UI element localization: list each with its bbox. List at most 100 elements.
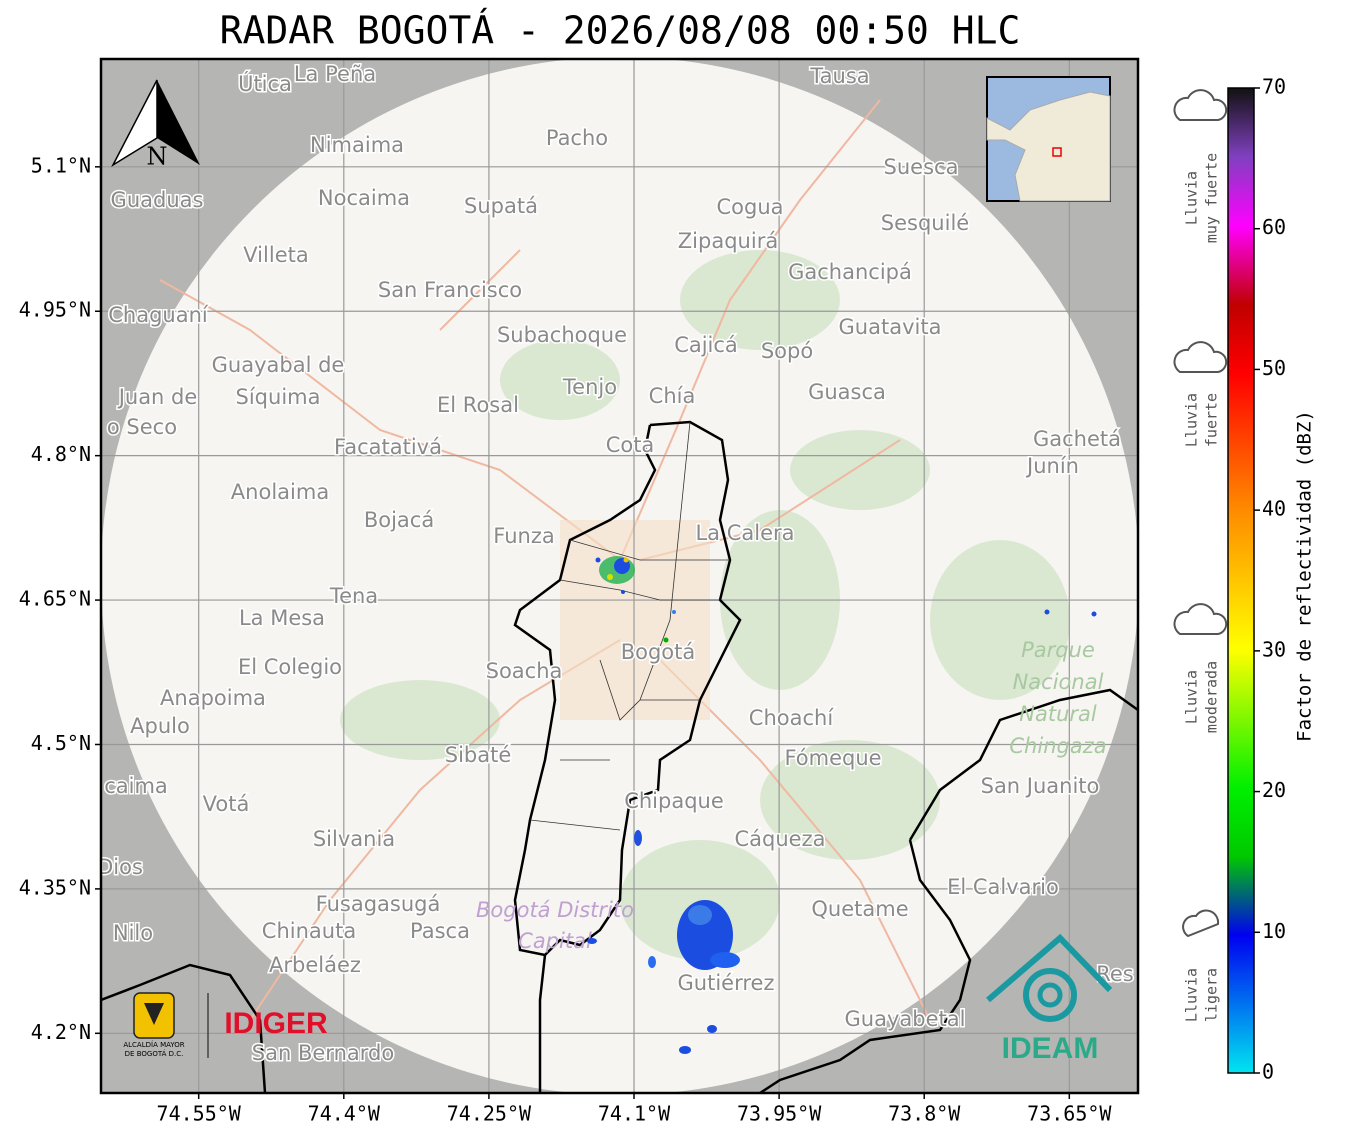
place-label: Fusagasugá <box>316 892 441 916</box>
place-label: Bojacá <box>364 508 434 532</box>
place-label: Nimaima <box>310 133 404 157</box>
place-label: Facatativá <box>334 435 442 459</box>
park-label: Natural <box>1019 702 1097 726</box>
place-label: Tena <box>329 584 378 608</box>
axes: 74.55°W 74.4°W 74.25°W 74.1°W 73.95°W 73.8°W 7… <box>19 153 1113 1125</box>
place-label: Suesca <box>884 155 959 179</box>
colorbar-tick-label: 60 <box>1262 215 1286 239</box>
place-label: Gutiérrez <box>678 971 775 995</box>
park-label: Parque <box>1021 638 1095 662</box>
rain-category-label: Lluvia <box>1183 968 1201 1022</box>
place-label: San Bernardo <box>252 1041 394 1065</box>
place-label: La Mesa <box>239 606 325 630</box>
park-label: Nacional <box>1013 670 1104 694</box>
place-label: Gachetá <box>1033 427 1121 451</box>
place-label: Apulo <box>130 714 190 738</box>
place-label: Sopó <box>761 339 813 363</box>
idiger-logo: IDIGER <box>224 1007 328 1040</box>
rain-category-label: Lluvia <box>1183 171 1201 225</box>
north-label: N <box>147 143 168 171</box>
place-label: La Calera <box>695 521 794 545</box>
ideam-logo: IDEAM <box>1002 1032 1099 1065</box>
y-tick-label: 4.65°N <box>19 587 91 611</box>
colorbar-tick-label: 10 <box>1262 919 1286 943</box>
place-label: Pasca <box>410 919 470 943</box>
place-label: El Rosal <box>437 393 519 417</box>
place-label: La Peña <box>294 62 376 86</box>
place-label: Quetame <box>811 897 908 921</box>
place-label: Chaguaní <box>108 303 209 327</box>
place-label: Nilo <box>113 921 153 945</box>
rain-category-label: muy fuerte <box>1203 153 1221 243</box>
y-tick-label: 4.8°N <box>31 442 91 466</box>
place-label: Cota <box>606 433 655 457</box>
place-label: San Juanito <box>981 774 1100 798</box>
colorbar-axis: 0 10 20 30 40 50 60 70 Factor de reflectividad (… <box>1254 75 1316 1084</box>
place-label: Choachí <box>749 706 835 730</box>
boundaries <box>101 420 1138 1093</box>
place-label: Cajicá <box>674 333 738 357</box>
district-label: Bogotá Distrito <box>476 898 634 922</box>
map: Útica La Peña Tausa Pacho Nimaima Guaduas Noca… <box>101 59 1138 1093</box>
place-label: Nocaima <box>318 186 410 210</box>
rain-category-label: Lluvia <box>1183 670 1201 724</box>
colorbar <box>1227 87 1255 1074</box>
place-label: Anolaima <box>231 480 329 504</box>
alcaldia-logo-text: DE BOGOTÁ D.C. <box>125 1049 184 1058</box>
x-tick-label: 74.55°W <box>157 1102 242 1126</box>
place-label: El Calvario <box>947 875 1059 899</box>
place-label: Soacha <box>486 659 563 683</box>
x-tick-label: 73.65°W <box>1027 1102 1112 1126</box>
alcaldia-logo-text: ALCALDÍA MAYOR <box>123 1040 184 1049</box>
x-tick-label: 74.1°W <box>598 1102 671 1126</box>
y-tick-label: 4.5°N <box>31 731 91 755</box>
place-label: Guayabal de <box>212 353 345 377</box>
place-label: Bogotá <box>621 640 696 664</box>
x-tick-label: 74.25°W <box>447 1102 532 1126</box>
colorbar-tick-label: 20 <box>1262 778 1286 802</box>
vegetation <box>340 250 1070 960</box>
place-label: Fómeque <box>784 746 881 770</box>
radar-echoes <box>587 556 1097 1054</box>
north-arrow: N <box>111 79 200 171</box>
park-label: Chingaza <box>1009 734 1106 758</box>
place-label: Chía <box>649 384 696 408</box>
district-label: Capital <box>518 929 592 953</box>
x-tick-label: 74.4°W <box>308 1102 381 1126</box>
colorbar-tick-label: 40 <box>1262 497 1286 521</box>
rain-legend <box>1173 89 1228 938</box>
place-label: Tausa <box>809 64 869 88</box>
place-label: San Francisco <box>378 278 522 302</box>
place-label: Sesquilé <box>881 211 969 235</box>
colorbar-tick-label: 0 <box>1262 1060 1274 1084</box>
colorbar-tick-label: 50 <box>1262 356 1286 380</box>
urban-area <box>560 520 710 720</box>
place-label: Junín <box>1025 454 1079 478</box>
logos: ALCALDÍA MAYOR DE BOGOTÁ D.C. IDIGER IDE… <box>123 933 1113 1065</box>
rain-category-label: moderada <box>1203 661 1221 733</box>
place-label: Votá <box>203 792 250 816</box>
map-frame <box>99 57 1140 1095</box>
place-label: Chipaque <box>624 789 724 813</box>
colorbar-label: Factor de reflectividad (dBZ) <box>1294 410 1316 742</box>
x-tick-label: 73.95°W <box>737 1102 822 1126</box>
rain-category-label: ligera <box>1203 968 1221 1022</box>
y-tick-label: 4.2°N <box>31 1020 91 1044</box>
place-label: Guatavita <box>839 315 942 339</box>
place-label: caima <box>104 774 168 798</box>
place-label: Villeta <box>243 243 308 267</box>
y-tick-label: 4.35°N <box>19 875 91 899</box>
place-label: Útica <box>238 71 292 96</box>
place-label: Guasca <box>808 380 886 404</box>
place-label: Cáqueza <box>735 827 826 851</box>
place-label: Chinauta <box>262 919 356 943</box>
place-label: Subachoque <box>497 323 627 347</box>
place-label: Anapoima <box>160 686 266 710</box>
place-label: Pacho <box>546 126 608 150</box>
rain-category-label: fuerte <box>1203 393 1221 447</box>
place-label: Cogua <box>716 195 783 219</box>
place-label: Guaduas <box>111 188 204 212</box>
place-label: Supatá <box>464 194 538 218</box>
